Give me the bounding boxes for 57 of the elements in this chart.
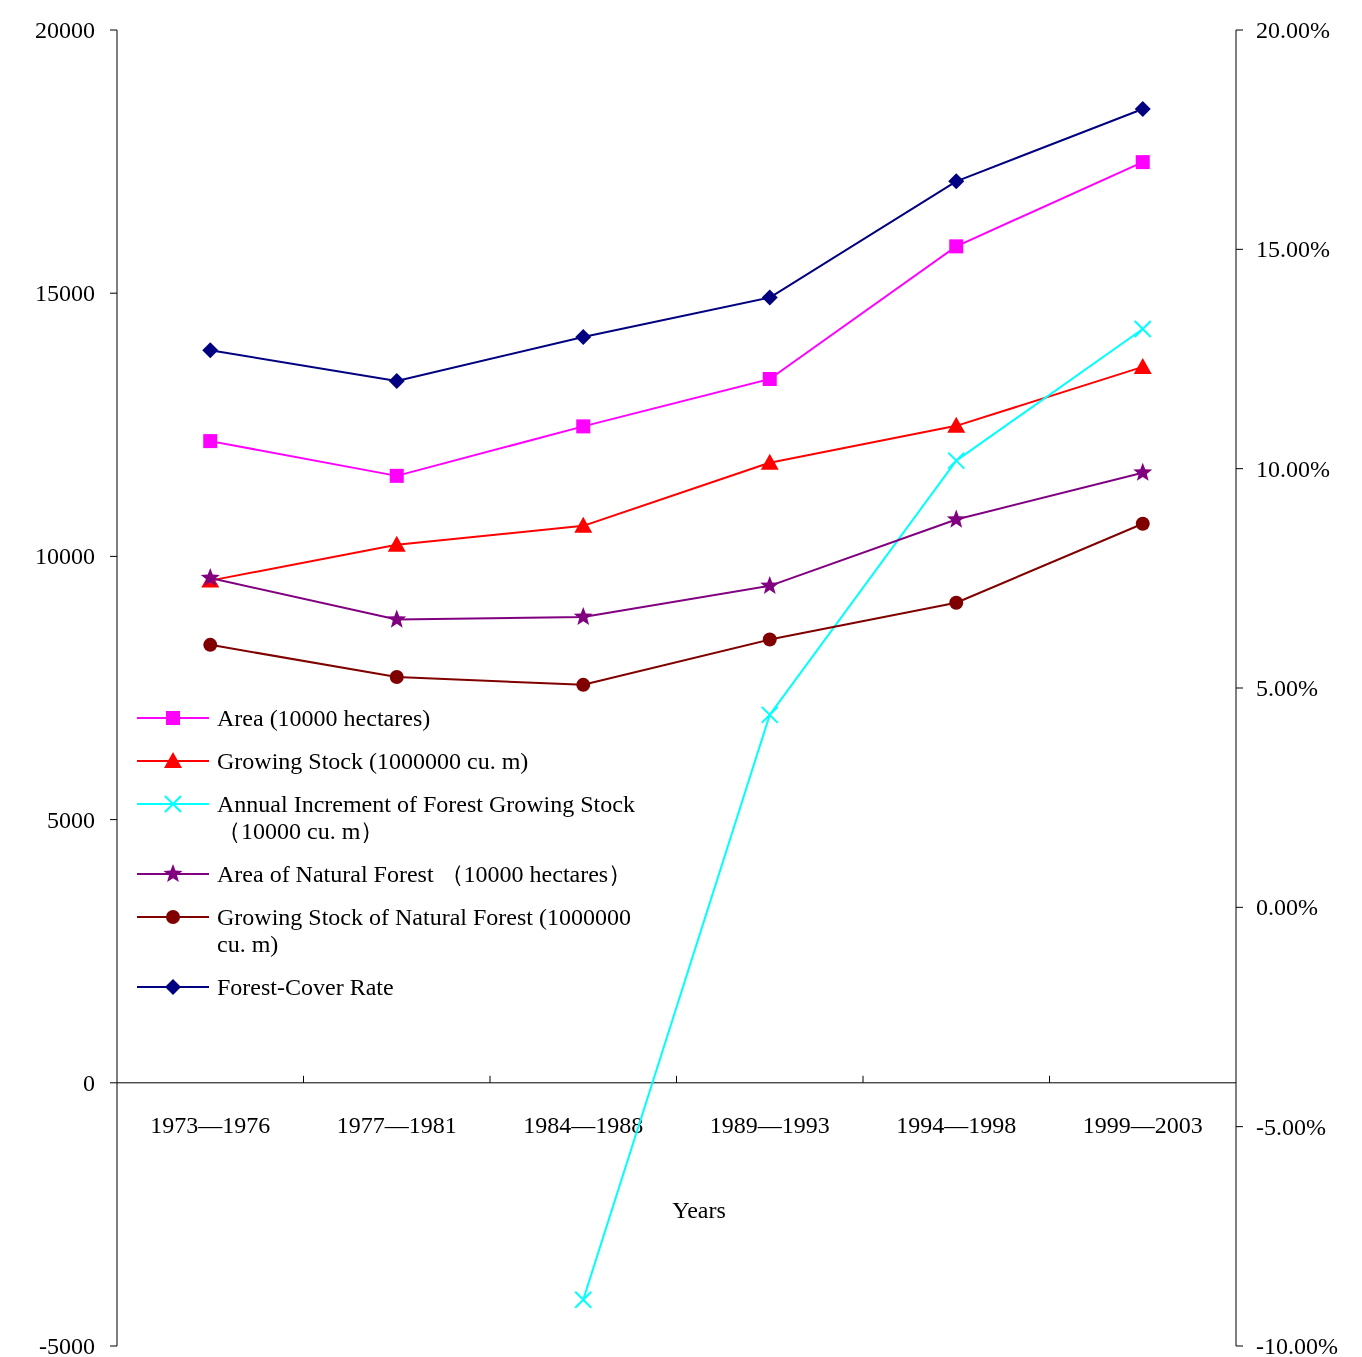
point bbox=[761, 289, 778, 306]
point bbox=[1133, 357, 1152, 374]
x-tick-label: 1994—1998 bbox=[896, 1111, 1017, 1138]
y-tick-label: 20000 bbox=[35, 17, 95, 43]
y-tick-label: 0 bbox=[83, 1069, 95, 1096]
point bbox=[387, 609, 407, 628]
point bbox=[1133, 320, 1152, 338]
point bbox=[203, 434, 218, 449]
point bbox=[760, 705, 779, 724]
y2-tick-label: 20.00% bbox=[1256, 17, 1330, 43]
point bbox=[574, 516, 593, 533]
point bbox=[949, 595, 964, 610]
y-tick-label: -5000 bbox=[39, 1333, 95, 1357]
legend-label: Area of Natural Forest （10000 hectares） bbox=[217, 861, 633, 887]
legend-label: Area (10000 hectares) bbox=[217, 705, 431, 731]
point bbox=[203, 637, 218, 652]
y2-tick-label: 10.00% bbox=[1256, 455, 1330, 482]
point bbox=[1135, 155, 1150, 170]
point bbox=[760, 575, 780, 594]
x-tick-label: 1973—1976 bbox=[150, 1111, 271, 1138]
y-tick-label: 5000 bbox=[47, 806, 95, 833]
point bbox=[388, 372, 405, 389]
point bbox=[760, 453, 779, 470]
y-tick-label: 15000 bbox=[35, 280, 95, 307]
y2-tick-label: 5.00% bbox=[1256, 675, 1318, 701]
point bbox=[762, 632, 777, 647]
point bbox=[947, 416, 966, 433]
point bbox=[1134, 100, 1151, 117]
point bbox=[946, 509, 966, 528]
point bbox=[575, 329, 592, 346]
legend-label: Growing Stock (1000000 cu. m) bbox=[217, 748, 529, 774]
legend-label: Forest-Cover Rate bbox=[217, 974, 394, 1000]
y-tick-label: 10000 bbox=[35, 543, 95, 570]
point bbox=[948, 173, 965, 190]
x-tick-label: 1989—1993 bbox=[709, 1111, 830, 1138]
point bbox=[576, 677, 591, 692]
x-tick-label: 1999—2003 bbox=[1082, 1111, 1203, 1138]
x-axis-title: Years bbox=[672, 1197, 726, 1223]
point bbox=[1135, 516, 1150, 531]
point bbox=[1133, 462, 1153, 481]
point bbox=[576, 419, 591, 434]
point bbox=[202, 342, 219, 359]
x-tick-label: 1977—1981 bbox=[336, 1111, 457, 1138]
legend-label: Annual Increment of Forest Growing Stock （10000 cu. m） bbox=[217, 791, 635, 844]
y2-tick-label: 15.00% bbox=[1256, 236, 1330, 263]
point bbox=[574, 1290, 593, 1309]
point bbox=[389, 669, 404, 684]
y2-tick-label: -5.00% bbox=[1256, 1113, 1326, 1140]
point bbox=[389, 468, 404, 483]
y2-tick-label: 0.00% bbox=[1256, 894, 1318, 921]
legend-label: Growing Stock of Natural Forest (1000000 cu. m) bbox=[217, 904, 631, 957]
point bbox=[949, 239, 964, 254]
point bbox=[947, 451, 966, 470]
point bbox=[387, 535, 406, 552]
y2-tick-label: -10.00% bbox=[1256, 1333, 1338, 1357]
point bbox=[762, 372, 777, 386]
point bbox=[573, 606, 593, 626]
